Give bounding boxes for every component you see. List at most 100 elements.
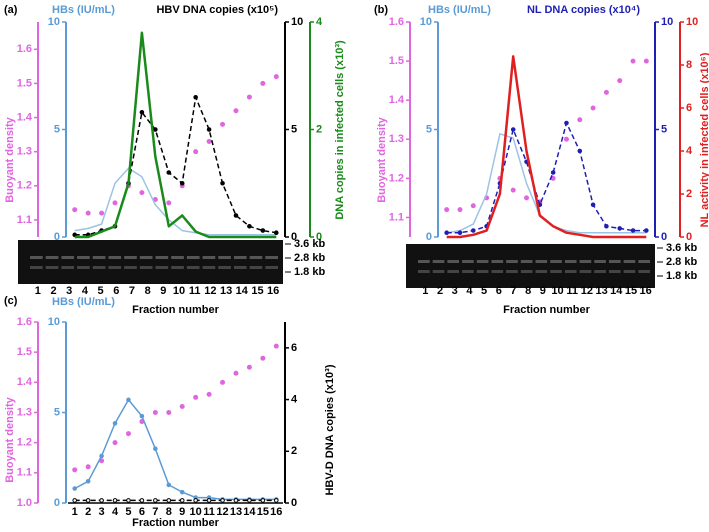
x-tick-label: 14 [243, 506, 256, 518]
gel-image [18, 240, 283, 284]
data-point [233, 213, 239, 218]
y-tick-label: 2 [316, 123, 322, 135]
y-tick-label: 6 [686, 102, 692, 114]
data-point [99, 453, 104, 459]
x-tick-label: 8 [145, 285, 151, 297]
y-tick-label: 1.1 [17, 214, 32, 226]
data-point [550, 170, 556, 175]
y-tick-label: 1.5 [17, 346, 32, 358]
data-point [193, 149, 199, 155]
gel-band [638, 260, 650, 263]
gel-band [265, 266, 278, 269]
data-point [166, 200, 172, 206]
data-point [139, 413, 145, 419]
data-point [273, 498, 279, 503]
data-point [260, 228, 266, 233]
y-tick-label: 8 [686, 59, 692, 71]
gel-band [520, 270, 533, 273]
gel-band [92, 266, 106, 269]
data-point [630, 228, 636, 233]
data-point [273, 74, 279, 80]
gel-band [476, 260, 489, 263]
y-tick-label: 5 [54, 406, 60, 418]
data-point [179, 403, 185, 409]
data-point [247, 498, 252, 503]
data-point [193, 498, 198, 503]
gel-band [491, 270, 504, 273]
x-tick-label: 9 [160, 285, 166, 297]
y-tick-label: 10 [420, 16, 432, 28]
x-tick-label: 15 [251, 285, 263, 297]
data-point [246, 364, 252, 370]
gel-band [491, 260, 504, 263]
data-point [179, 180, 185, 186]
y-tick-label: 4 [686, 145, 693, 157]
gel-band [418, 260, 430, 263]
data-point [193, 94, 198, 100]
axis-title: HBs (IU/mL) [52, 4, 115, 16]
panel-label: (a) [4, 4, 18, 16]
y-tick-label: 0 [661, 231, 667, 243]
x-tick-label: 3 [452, 285, 458, 297]
x-tick-label: 7 [129, 285, 135, 297]
data-point [72, 207, 78, 213]
gel-band [506, 260, 518, 263]
x-tick-label: 6 [496, 285, 502, 297]
data-point [510, 127, 516, 132]
y-tick-label: 1.5 [17, 77, 32, 89]
axis-title: Buoyant density [376, 116, 388, 202]
data-point [206, 127, 212, 132]
data-point [153, 446, 158, 452]
x-axis-title: Fraction number [132, 304, 220, 316]
x-tick-label: 3 [99, 506, 105, 518]
data-point [604, 223, 609, 229]
y-tick-label: 2 [291, 445, 297, 457]
y-tick-label: 10 [48, 16, 60, 28]
y-tick-label: 10 [661, 16, 673, 28]
axis-title: HBs (IU/mL) [428, 4, 491, 16]
data-point [246, 94, 252, 100]
gel-label: 2.8 kb [666, 256, 697, 268]
data-point [99, 210, 105, 216]
axis-title: NL DNA copies (x10⁴) [527, 4, 640, 16]
x-tick-label: 1 [422, 285, 428, 297]
data-point [206, 498, 212, 503]
y-tick-label: 0 [686, 231, 692, 243]
x-tick-label: 11 [203, 506, 215, 518]
y-tick-label: 0 [54, 497, 60, 509]
data-point [85, 464, 91, 470]
data-point [85, 210, 91, 216]
y-tick-label: 10 [291, 16, 303, 28]
data-point [260, 80, 266, 86]
data-point [457, 230, 463, 235]
y-tick-label: 0 [291, 231, 297, 243]
data-point [577, 148, 583, 154]
y-tick-label: 1.2 [17, 180, 32, 192]
x-tick-label: 2 [437, 285, 443, 297]
gel-band [462, 270, 474, 273]
gel-band [45, 266, 59, 269]
data-point [644, 228, 649, 233]
x-tick-label: 13 [220, 285, 232, 297]
series-line [446, 122, 647, 234]
data-point [617, 226, 623, 231]
data-point [643, 58, 649, 64]
data-point [166, 170, 172, 175]
x-tick-label: 10 [551, 285, 563, 297]
x-tick-label: 1 [35, 285, 41, 297]
gel-band [579, 260, 592, 263]
data-point [510, 187, 516, 193]
data-point [564, 120, 569, 126]
data-point [233, 370, 239, 376]
gel-band [45, 256, 59, 259]
data-point [152, 410, 158, 415]
x-tick-label: 13 [230, 506, 242, 518]
y-tick-label: 4 [291, 393, 298, 405]
axis-title: DNA copies in infected cells (x10³) [334, 40, 346, 220]
gel-band [506, 270, 518, 273]
data-point [457, 207, 463, 213]
y-tick-label: 5 [291, 123, 297, 135]
data-point [524, 195, 530, 201]
y-tick-label: 1.4 [17, 111, 33, 123]
